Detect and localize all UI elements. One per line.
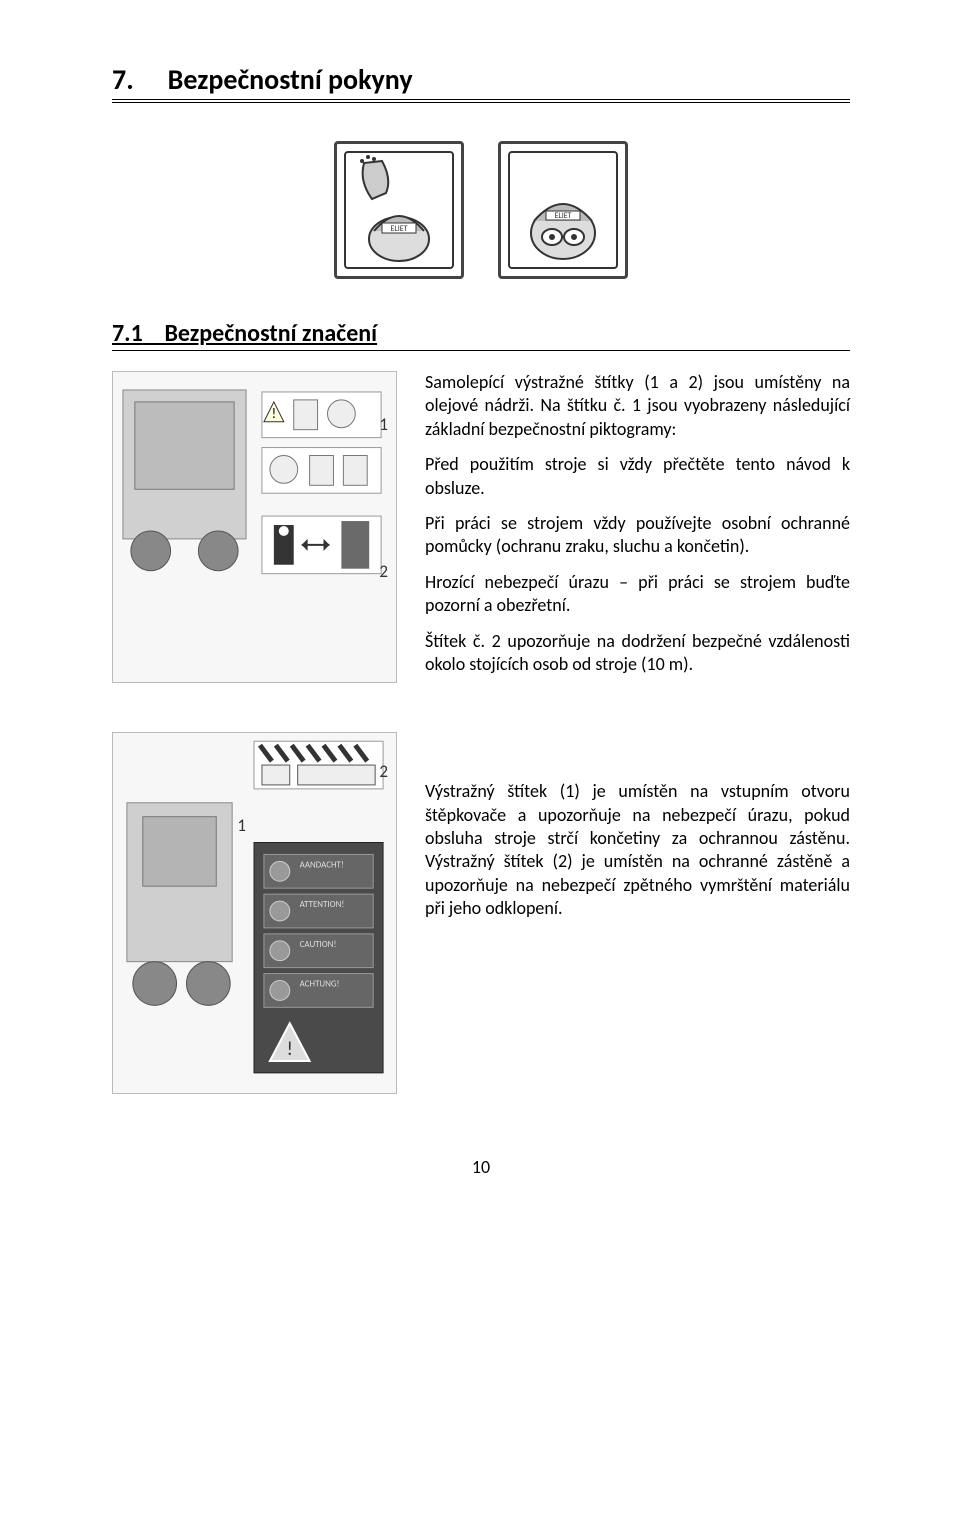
figure-labels-machine: ! 1 2: [112, 371, 397, 683]
page-heading-2: 7.1 Bezpečnostní značení: [112, 319, 850, 351]
figure-a-label-2: 2: [379, 561, 388, 582]
para-b1: Výstražný štítek (1) je umístěn na vstup…: [425, 780, 850, 920]
svg-text:!: !: [287, 1037, 293, 1061]
para-a4: Hrozící nebezpečí úrazu – při práci se s…: [425, 571, 850, 618]
page-heading-1: 7. Bezpečnostní pokyny: [112, 62, 850, 103]
heading1-number: 7.: [112, 62, 134, 97]
para-a3: Při práci se strojem vždy používejte oso…: [425, 512, 850, 559]
figure-warning-stickers: AANDACHT! ATTENTION! CAUTION! ACHTUNG! !…: [112, 732, 397, 1094]
para-a1: Samolepící výstražné štítky (1 a 2) jsou…: [425, 371, 850, 441]
section-a-row: ! 1 2 Samolepící výstražné štítky (1 a 2…: [112, 371, 850, 688]
figure-b-label-1: 1: [237, 815, 246, 836]
svg-text:ATTENTION!: ATTENTION!: [300, 899, 345, 910]
section-b-row: AANDACHT! ATTENTION! CAUTION! ACHTUNG! !…: [112, 732, 850, 1094]
figure-a-label-1: 1: [379, 414, 388, 435]
heading2-number: 7.1: [112, 319, 143, 348]
svg-text:ACHTUNG!: ACHTUNG!: [300, 979, 340, 990]
gloves-helmet-icon: ELIET: [334, 141, 464, 279]
svg-text:AANDACHT!: AANDACHT!: [300, 860, 344, 871]
section-b-text: Výstražný štítek (1) je umístěn na vstup…: [425, 732, 850, 932]
safety-icons-row: ELIET ELIET: [112, 141, 850, 279]
svg-text:ELIET: ELIET: [390, 224, 407, 234]
heading1-text: Bezpečnostní pokyny: [168, 62, 413, 97]
svg-text:ELIET: ELIET: [554, 211, 571, 221]
figure-b-label-2: 2: [379, 761, 388, 782]
para-a2: Před použitím stroje si vždy přečtěte te…: [425, 453, 850, 500]
heading2-text: Bezpečnostní značení: [164, 319, 377, 348]
section-a-text: Samolepící výstražné štítky (1 a 2) jsou…: [425, 371, 850, 688]
para-a5: Štítek č. 2 upozorňuje na dodržení bezpe…: [425, 630, 850, 677]
svg-text:CAUTION!: CAUTION!: [300, 939, 337, 950]
goggles-helmet-icon: ELIET: [498, 141, 628, 279]
svg-text:!: !: [272, 405, 277, 422]
page-number: 10: [112, 1156, 850, 1178]
